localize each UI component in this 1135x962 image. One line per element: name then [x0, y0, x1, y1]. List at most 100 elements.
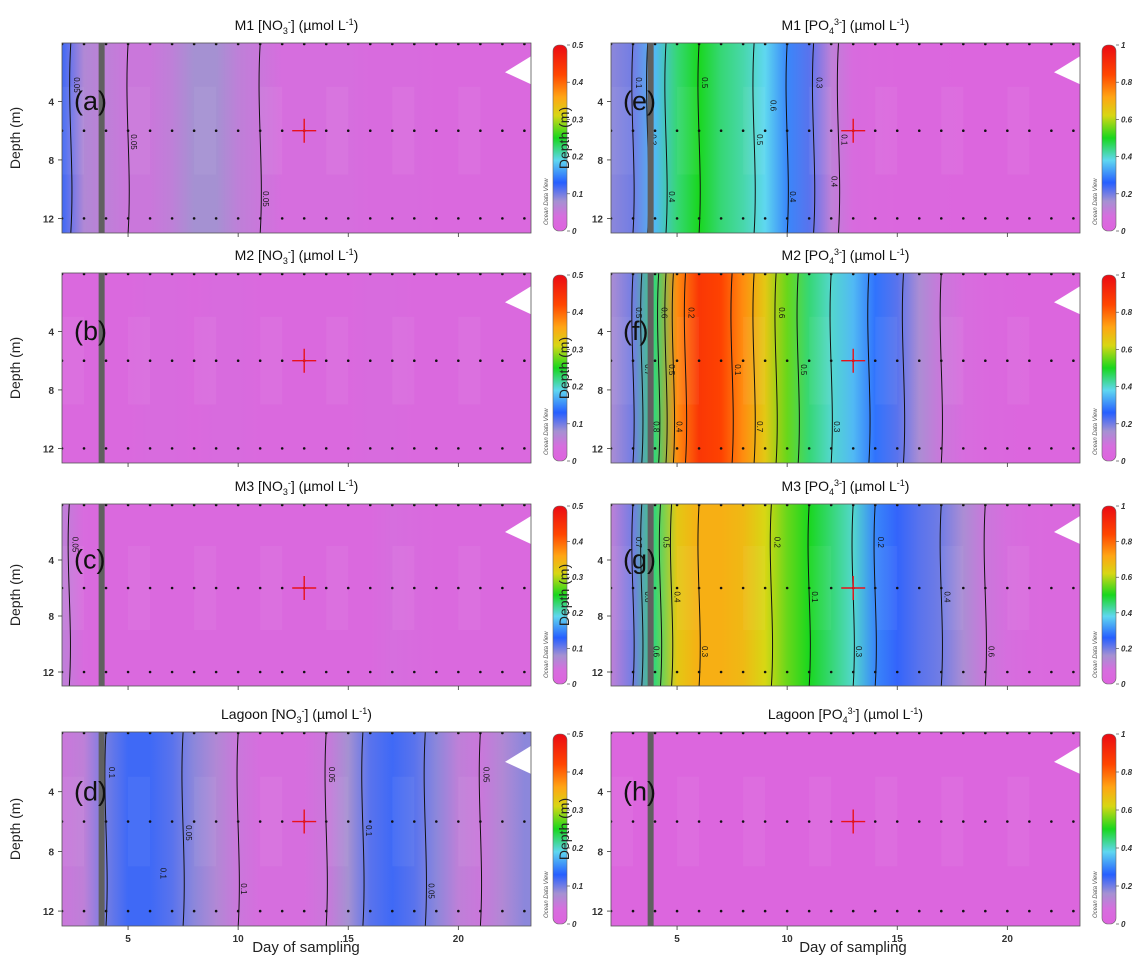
sample-point: [82, 820, 86, 823]
y-tick-label: 8: [48, 156, 54, 167]
y-tick-label: 12: [592, 668, 604, 679]
reference-bar: [647, 732, 654, 926]
sample-point: [939, 732, 943, 735]
sample-point: [631, 359, 635, 362]
sample-point: [170, 447, 174, 450]
sample-point: [1072, 504, 1075, 507]
sample-point: [962, 820, 965, 823]
sample-point: [435, 217, 438, 220]
colorbar-tick-label: 0.2: [1121, 644, 1133, 653]
heatmap-fill: [62, 504, 531, 686]
sample-point: [258, 447, 262, 450]
sample-point: [785, 909, 789, 913]
sample-point: [214, 820, 218, 823]
sample-point: [479, 586, 482, 590]
field-band: [62, 86, 85, 175]
colorbar-tick-label: 0.3: [572, 806, 584, 815]
sample-point: [917, 129, 921, 132]
sample-point: [435, 273, 438, 276]
field-band: [1029, 546, 1051, 630]
sample-point: [214, 732, 218, 735]
field-band: [106, 87, 128, 175]
sample-point: [104, 670, 108, 674]
field-band: [480, 87, 502, 175]
sample-point: [1050, 586, 1053, 590]
sample-point: [82, 504, 86, 507]
sample-point: [104, 43, 108, 46]
sample-point: [82, 273, 86, 276]
colorbar-gradient: [552, 505, 568, 685]
contour-line: [258, 43, 262, 233]
sample-point: [697, 586, 701, 590]
sample-point: [631, 909, 635, 913]
sample-point: [763, 447, 767, 450]
field-band: [128, 86, 151, 175]
colorbar-tick-label: 0.1: [572, 644, 584, 653]
sample-point: [170, 586, 174, 590]
contour-label: 0.05: [72, 77, 81, 93]
field-band: [326, 316, 349, 405]
sample-point: [829, 273, 833, 276]
panel-letter: (e): [623, 86, 656, 116]
field-band: [1007, 86, 1030, 175]
field-band: [809, 86, 832, 175]
contour-label: 0.2: [687, 307, 696, 319]
sample-point: [917, 586, 921, 590]
field-band: [348, 87, 370, 175]
field-band: [392, 316, 415, 405]
field-band: [172, 87, 194, 175]
sample-point: [192, 447, 196, 450]
field-band: [1007, 546, 1030, 630]
sample-point: [479, 129, 482, 132]
colorbar-tick-label: 0: [1121, 227, 1126, 236]
sample-point: [807, 447, 811, 450]
sample-point: [413, 504, 416, 507]
sample-point: [523, 43, 526, 46]
colorbar-tick-label: 0.3: [572, 345, 584, 354]
contour-line: [181, 732, 185, 926]
sample-point: [1028, 820, 1031, 823]
sample-point: [653, 732, 657, 735]
sample-point: [763, 504, 767, 507]
sample-point: [697, 447, 701, 450]
sample-point: [390, 504, 394, 507]
sample-point: [170, 129, 174, 132]
sample-point: [984, 129, 987, 132]
sample-point: [82, 217, 86, 220]
sample-point: [697, 359, 701, 362]
field-band: [1029, 777, 1051, 867]
panel-letter: (c): [74, 544, 105, 574]
y-tick-label: 8: [597, 386, 603, 397]
field-band: [128, 546, 151, 630]
sample-point: [258, 586, 262, 590]
colorbar-tick-label: 0.5: [572, 502, 584, 511]
heatmap-fill: [62, 732, 531, 926]
sample-point: [895, 447, 899, 450]
field-band: [611, 546, 634, 630]
y-axis-label: Depth (m): [556, 337, 572, 399]
sample-point: [763, 129, 767, 132]
panel-title: M1 [NO3-] (µmol L-1): [235, 17, 359, 36]
field-band: [172, 546, 194, 630]
sample-point: [170, 909, 174, 913]
sample-point: [192, 359, 196, 362]
sample-point: [501, 820, 504, 823]
sample-point: [741, 43, 745, 46]
y-axis-label: Depth (m): [7, 564, 23, 626]
heatmap-field: 0.05: [62, 504, 531, 686]
field-band: [348, 777, 370, 867]
sample-point: [236, 732, 240, 735]
field-band: [875, 546, 898, 630]
contour-label: 0.3: [854, 646, 863, 658]
sample-point: [435, 504, 438, 507]
sample-point: [962, 43, 965, 46]
marker-cross: [841, 576, 866, 600]
sample-point: [457, 504, 460, 507]
contour-line: [939, 504, 943, 686]
sample-point: [1006, 447, 1009, 450]
sample-point: [368, 820, 372, 823]
colorbar-tick-label: 1: [1121, 502, 1126, 511]
field-band: [238, 546, 260, 630]
marker-cross: [841, 348, 866, 373]
field-band: [699, 777, 721, 867]
